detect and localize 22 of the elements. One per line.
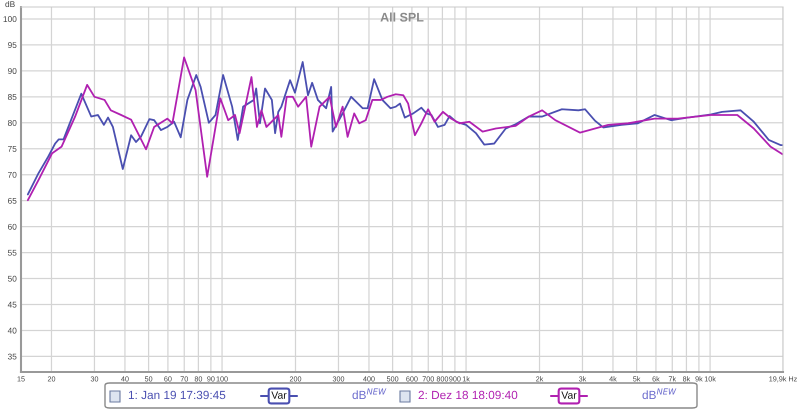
text: 2: Dez 18 18:09:40 — [418, 390, 518, 400]
text: dB$^{NEW}$ — [642, 388, 676, 400]
text: dB$^{NEW}$ — [352, 388, 386, 400]
y-tick-label: 100 — [4, 16, 17, 22]
y-tick-label: 95 — [8, 42, 16, 48]
y-tick-label: 55 — [8, 250, 16, 256]
y-tick-label: 80 — [8, 120, 17, 126]
y-tick-label: 70 — [8, 172, 17, 178]
y-tick-label: 35 — [8, 354, 16, 360]
y-tick-label: 85 — [8, 94, 16, 100]
text: Var — [271, 392, 287, 399]
y-tick-label: 50 — [8, 276, 17, 282]
y-axis-title: dB — [5, 1, 15, 8]
chart-title: All SPL — [380, 12, 424, 22]
y-tick-label: 65 — [8, 198, 16, 204]
y-tick-label: 75 — [8, 146, 16, 152]
y-tick-label: 45 — [8, 302, 16, 308]
y-tick-label: 40 — [8, 328, 17, 334]
y-tick-label: 60 — [8, 224, 17, 230]
text: 1: Jan 19 17:39:45 — [128, 390, 226, 400]
text: Var — [561, 392, 577, 399]
y-tick-label: 90 — [8, 68, 17, 74]
